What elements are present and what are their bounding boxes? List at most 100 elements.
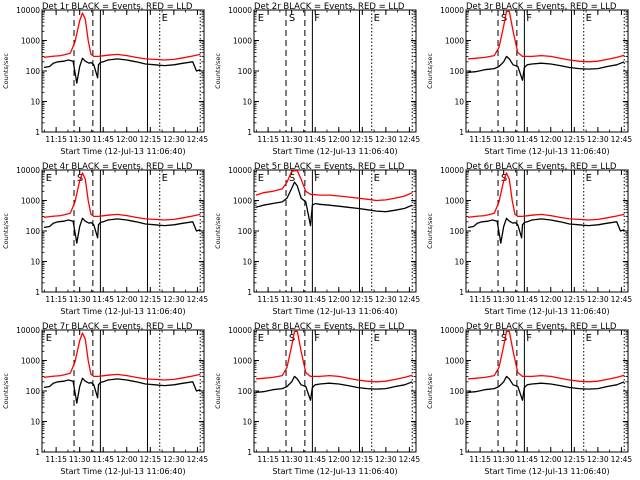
x-tick-label: 12:45 — [399, 135, 421, 144]
panel-6: Det 6r BLACK = Events, RED = LLD Counts/s… — [426, 162, 632, 316]
y-tick-label: 100 — [26, 67, 41, 76]
series-group — [467, 330, 625, 401]
events-series — [467, 375, 625, 401]
y-axis-label: Counts/sec — [214, 213, 222, 249]
x-axis-label: Start Time (12-Jul-13 11:06:40) — [484, 147, 609, 156]
x-tick-label: 11:45 — [92, 135, 114, 144]
panel-2: Det 2r BLACK = Events, RED = LLD Counts/s… — [214, 2, 420, 156]
x-tick-label: 12:15 — [352, 295, 374, 304]
series-group — [467, 10, 625, 81]
x-tick-label: 12:15 — [564, 455, 586, 464]
y-tick-label: 10 — [30, 418, 40, 427]
phase-marker: E — [162, 173, 168, 184]
y-tick-label: 10 — [454, 418, 464, 427]
panel-title: Det 1r BLACK = Events, RED = LLD — [42, 2, 193, 12]
panel-title: Det 9r BLACK = Events, RED = LLD — [466, 322, 617, 332]
x-tick-label: 12:00 — [328, 455, 350, 464]
x-axis-label: Start Time (12-Jul-13 11:06:40) — [272, 147, 397, 156]
x-tick-label: 12:30 — [587, 295, 609, 304]
x-tick-label: 12:45 — [611, 135, 633, 144]
phase-marker: S — [289, 173, 295, 184]
phase-marker: F — [526, 13, 532, 24]
x-axis-label: Start Time (12-Jul-13 11:06:40) — [272, 307, 397, 316]
x-tick-label: 12:45 — [187, 135, 209, 144]
phase-marker: E — [258, 173, 264, 184]
x-tick-label: 12:00 — [116, 295, 138, 304]
y-tick-label: 100 — [26, 387, 41, 396]
x-tick-label: 11:30 — [281, 295, 303, 304]
x-tick-label: 12:00 — [540, 455, 562, 464]
events-series — [43, 217, 201, 244]
x-tick-label: 12:15 — [140, 295, 162, 304]
y-tick-label: 1 — [459, 448, 464, 457]
series-group — [467, 172, 625, 244]
panel-9: Det 9r BLACK = Events, RED = LLD Counts/s… — [426, 322, 632, 476]
axes-frame — [465, 329, 629, 453]
y-tick-label: 1000 — [445, 197, 464, 206]
axes-frame — [465, 169, 629, 293]
phase-marker: F — [314, 13, 320, 24]
x-tick-label: 11:45 — [516, 455, 538, 464]
x-tick-label: 12:45 — [611, 455, 633, 464]
x-tick-label: 12:30 — [375, 295, 397, 304]
y-tick-label: 10 — [242, 418, 252, 427]
panel-3: Det 3r BLACK = Events, RED = LLD Counts/s… — [426, 2, 632, 156]
x-axis-label: Start Time (12-Jul-13 11:06:40) — [60, 307, 185, 316]
events-series — [43, 57, 201, 84]
lld-series — [43, 332, 201, 381]
y-tick-label: 10000 — [440, 326, 464, 335]
y-tick-label: 10 — [30, 98, 40, 107]
x-tick-label: 12:15 — [140, 455, 162, 464]
x-tick-label: 11:15 — [257, 295, 279, 304]
axes-frame — [253, 329, 417, 453]
y-tick-label: 1000 — [233, 197, 252, 206]
axes-frame — [41, 169, 205, 293]
y-tick-label: 100 — [450, 227, 465, 236]
y-tick-label: 1 — [35, 288, 40, 297]
y-axis-label: Counts/sec — [426, 53, 434, 89]
phase-marker: E — [586, 333, 592, 344]
y-tick-label: 10 — [454, 98, 464, 107]
lld-series — [43, 172, 201, 221]
x-axis-label: Start Time (12-Jul-13 11:06:40) — [484, 307, 609, 316]
y-tick-label: 10000 — [228, 6, 252, 15]
phase-marker: S — [289, 333, 295, 344]
y-tick-label: 100 — [238, 67, 253, 76]
x-tick-label: 12:00 — [540, 135, 562, 144]
y-axis-label: Counts/sec — [2, 53, 10, 89]
panel-4: Det 4r BLACK = Events, RED = LLD Counts/s… — [2, 162, 208, 316]
x-tick-label: 12:30 — [163, 295, 185, 304]
x-tick-label: 11:45 — [516, 295, 538, 304]
y-axis-label: Counts/sec — [214, 53, 222, 89]
y-tick-label: 1 — [247, 128, 252, 137]
y-tick-label: 1 — [35, 128, 40, 137]
panel-title: Det 3r BLACK = Events, RED = LLD — [466, 2, 617, 12]
x-tick-label: 11:15 — [45, 455, 67, 464]
lld-series — [467, 330, 625, 383]
y-tick-label: 10000 — [16, 326, 40, 335]
x-tick-label: 12:45 — [187, 295, 209, 304]
y-tick-label: 10000 — [228, 326, 252, 335]
x-tick-label: 12:30 — [163, 135, 185, 144]
y-tick-label: 1 — [459, 288, 464, 297]
phase-marker: E — [586, 13, 592, 24]
panel-1: Det 1r BLACK = Events, RED = LLD Counts/s… — [2, 2, 208, 156]
x-tick-label: 11:45 — [304, 295, 326, 304]
lld-series — [467, 10, 625, 63]
panel-title: Det 7r BLACK = Events, RED = LLD — [42, 322, 193, 332]
y-tick-label: 10 — [454, 258, 464, 267]
x-tick-label: 11:30 — [281, 135, 303, 144]
axes-frame — [253, 9, 417, 133]
phase-marker: S — [501, 13, 507, 24]
panel-title: Det 2r BLACK = Events, RED = LLD — [254, 2, 405, 12]
x-tick-label: 12:30 — [375, 455, 397, 464]
x-tick-label: 12:15 — [352, 135, 374, 144]
axes-frame — [41, 329, 205, 453]
x-tick-label: 12:45 — [187, 455, 209, 464]
phase-marker: E — [374, 333, 380, 344]
y-tick-label: 100 — [238, 387, 253, 396]
x-tick-label: 12:15 — [564, 295, 586, 304]
y-tick-label: 1000 — [445, 37, 464, 46]
y-tick-label: 10000 — [440, 166, 464, 175]
